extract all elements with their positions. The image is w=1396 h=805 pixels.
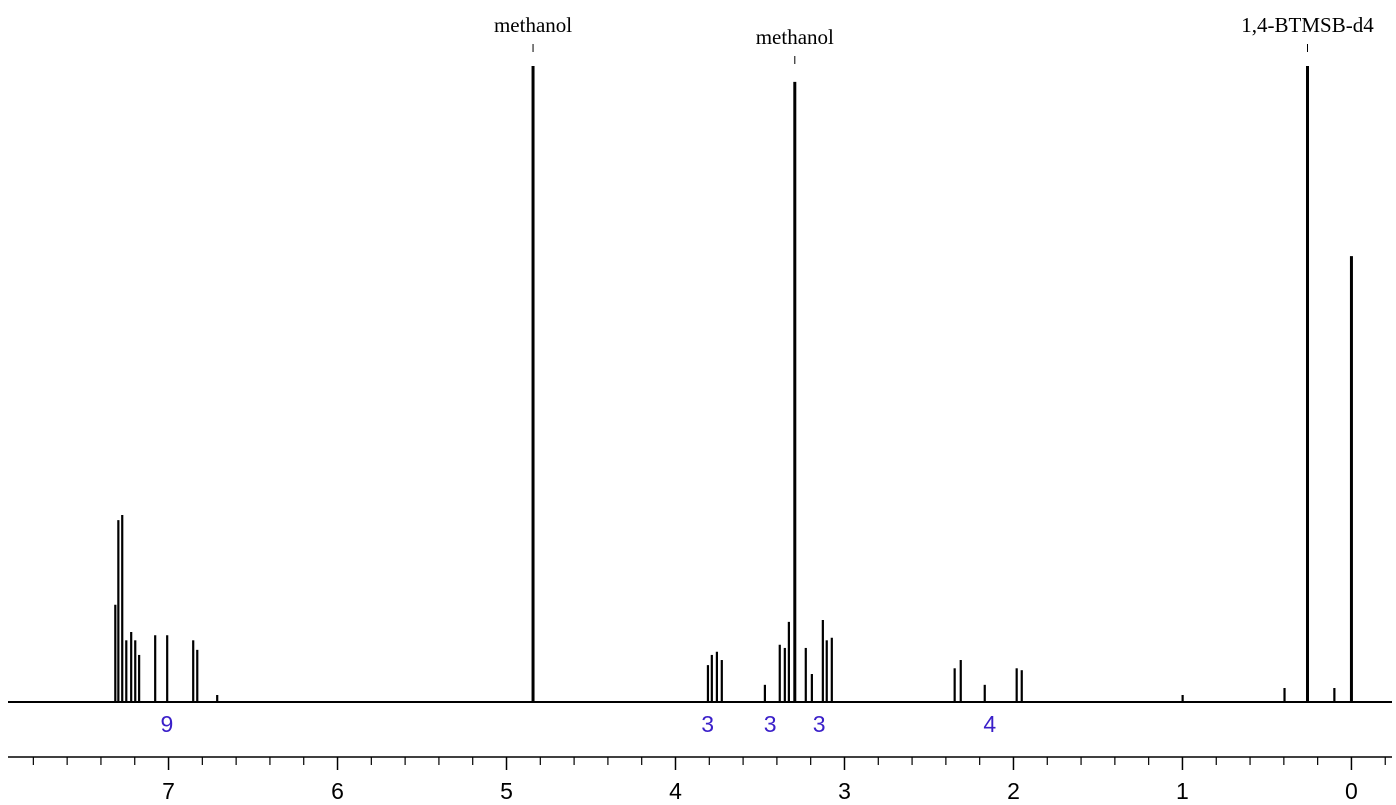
x-tick-label: 2 [1007,778,1020,804]
x-tick-label: 4 [669,778,682,804]
integral-label: 3 [701,711,714,737]
x-tick-label: 6 [331,778,344,804]
integral-label: 3 [764,711,777,737]
peak-label: 1,4-BTMSB-d4 [1241,13,1374,37]
peak-label: methanol [756,25,834,49]
x-tick-label: 7 [162,778,175,804]
x-tick-label: 3 [838,778,851,804]
integral-label: 4 [983,711,996,737]
peak-label: methanol [494,13,572,37]
integral-label: 3 [813,711,826,737]
integral-label: 9 [160,711,173,737]
x-tick-label: 1 [1176,778,1189,804]
x-tick-label: 5 [500,778,513,804]
x-tick-label: 0 [1345,778,1358,804]
